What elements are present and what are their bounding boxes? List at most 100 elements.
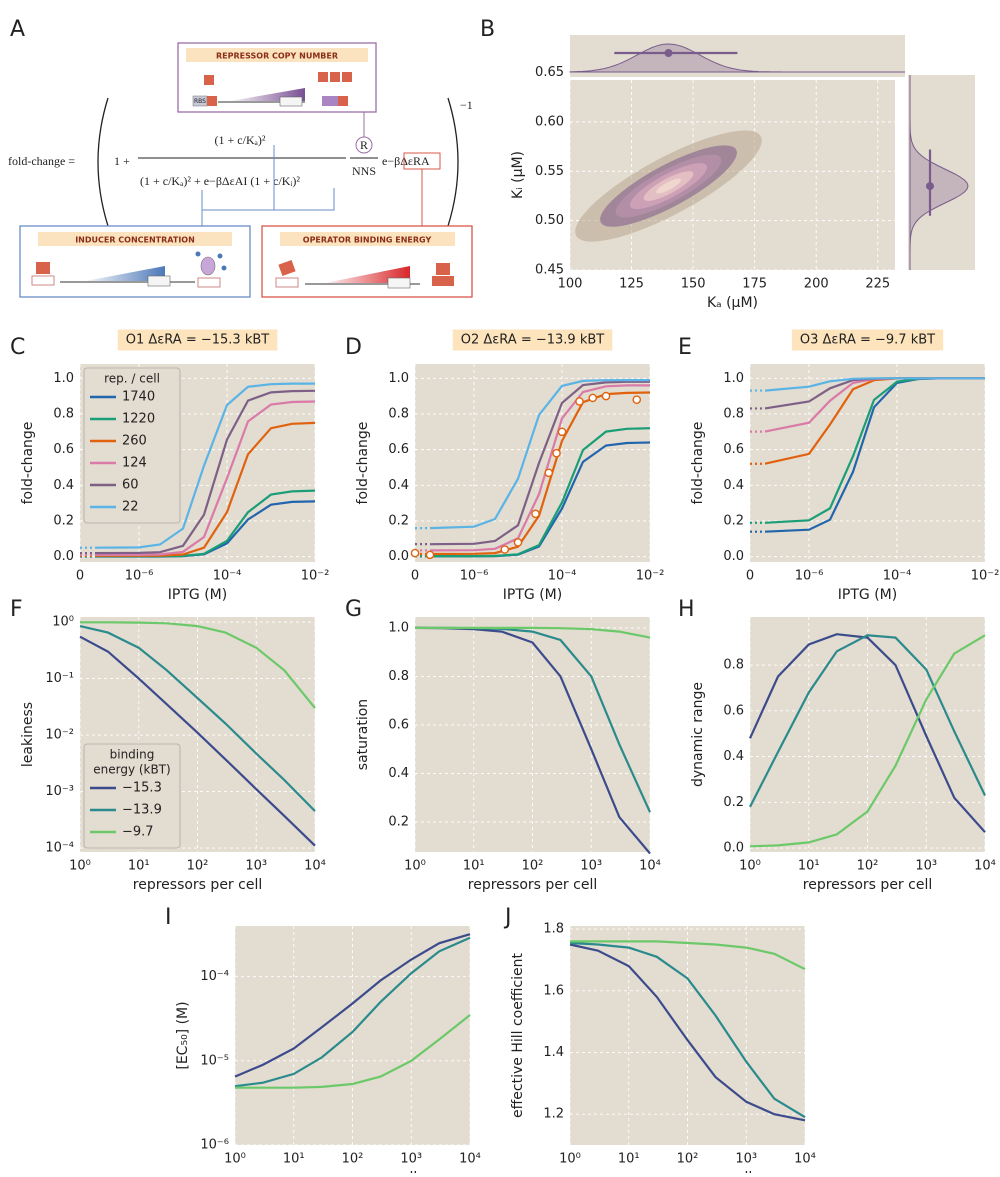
- y-tick-label: 10⁻¹: [45, 671, 74, 686]
- operator-icon: [197, 277, 221, 288]
- data-point: [544, 468, 554, 478]
- data-point: [513, 538, 523, 547]
- x-tick-label: 10³: [735, 1152, 757, 1167]
- legend-label: 22: [122, 500, 139, 515]
- data-point: [531, 509, 540, 519]
- series-line: [235, 1014, 471, 1089]
- y-tick-label: 0.6: [723, 442, 744, 457]
- y-tick-label: 10⁻⁴: [45, 841, 74, 856]
- y-tick-label: 0.0: [723, 549, 744, 564]
- marginal-density: [569, 43, 905, 73]
- data-point: [425, 550, 435, 560]
- y-tick-label: 0.8: [723, 658, 744, 673]
- x-tick-label: 10⁻⁶: [795, 569, 824, 584]
- panel-label: J: [503, 905, 512, 930]
- series-line: [234, 936, 471, 1088]
- y-axis-label: [EC₅₀] (M): [175, 1001, 191, 1069]
- repressor-icon: [36, 262, 50, 274]
- box-band: [38, 232, 232, 246]
- panel-label: E: [678, 335, 692, 360]
- x-tick-label: 10⁴: [794, 1152, 816, 1167]
- x-tick-label: 125: [619, 277, 644, 292]
- series-line: [429, 380, 650, 546]
- y-tick-label: 0.4: [723, 478, 744, 493]
- data-point: [500, 545, 510, 554]
- y-tick-label: 0.8: [723, 406, 744, 421]
- paren: [447, 97, 459, 227]
- x-tick-label: 10¹: [463, 859, 485, 874]
- data-point: [552, 448, 561, 458]
- x-tick-label: 0: [76, 569, 84, 584]
- x-tick-label: 10⁰: [69, 859, 91, 874]
- equation-exponent: −1: [460, 98, 473, 112]
- equation-lhs: fold-change =: [8, 154, 75, 168]
- chart-title: O3 ΔεRA = −9.7 kBT: [800, 333, 935, 348]
- legend-title: energy (kBT): [93, 763, 171, 777]
- legend-label: 260: [122, 434, 147, 449]
- x-tick-label: 100: [558, 277, 583, 292]
- y-tick-label: 0.4: [53, 478, 74, 493]
- y-axis-label: fold-change: [355, 422, 371, 505]
- title-box: [117, 329, 278, 351]
- x-tick-label: 0: [411, 569, 419, 584]
- repressor-icon: [278, 259, 296, 277]
- chart-title: O1 ΔεRA = −15.3 kBT: [126, 333, 270, 348]
- legend-label: 124: [122, 456, 147, 471]
- data-point: [588, 393, 598, 403]
- legend-title: rep. / cell: [104, 372, 160, 386]
- density-contour: [656, 178, 681, 194]
- series-line: [79, 635, 316, 847]
- x-tick-label: 10⁴: [304, 859, 326, 874]
- promoter-icon: [147, 275, 171, 287]
- y-tick-label: 0.55: [535, 164, 564, 179]
- panel-label: A: [10, 17, 25, 42]
- series-line: [749, 634, 986, 848]
- x-tick-label: 10³: [400, 1152, 422, 1167]
- plot-background: [415, 617, 650, 852]
- y-axis-label: effective Hill coefficient: [510, 953, 526, 1118]
- x-tick-label: 10³: [915, 859, 937, 874]
- series-line: [429, 384, 650, 552]
- y-tick-label: 0.6: [53, 442, 74, 457]
- y-tick-label: 0.6: [388, 442, 409, 457]
- x-tick-label: 10⁴: [459, 1152, 481, 1167]
- plot-background: [415, 364, 650, 562]
- x-tick-label: 0: [746, 569, 754, 584]
- x-axis-label: IPTG (M): [503, 587, 562, 603]
- y-tick-label: 0.8: [53, 406, 74, 421]
- x-tick-label: 10²: [677, 1152, 699, 1167]
- box-band: [280, 232, 455, 246]
- x-axis-label: IPTG (M): [168, 587, 227, 603]
- equation-one: 1 +: [114, 154, 130, 168]
- x-tick-label: 175: [742, 277, 767, 292]
- x-axis-label: repressors per cell: [468, 877, 597, 893]
- x-tick-label: 10²: [857, 859, 879, 874]
- panel-label: H: [678, 597, 695, 622]
- promoter-icon: [279, 96, 303, 107]
- legend-label: −9.7: [122, 825, 154, 840]
- chart-title: O2 ΔεRA = −13.9 kBT: [461, 333, 605, 348]
- data-point: [632, 395, 642, 404]
- x-tick-label: 10⁻⁴: [213, 569, 242, 584]
- x-tick-label: 10⁰: [559, 1152, 581, 1167]
- box-title: INDUCER CONCENTRATION: [75, 236, 195, 245]
- gene-icon: [322, 96, 338, 106]
- box-title: REPRESSOR COPY NUMBER: [216, 52, 338, 61]
- connector: [274, 188, 335, 211]
- equation-denominator: (1 + c/Kₐ)² + e−βΔεAI (1 + c/Kᵢ)²: [140, 174, 300, 188]
- y-tick-label: 10⁻²: [45, 728, 74, 743]
- gene-icon: [338, 96, 348, 106]
- rbs-label: RBS: [194, 98, 206, 105]
- series-line: [79, 625, 316, 812]
- inducer-icon: [195, 251, 201, 257]
- legend-label: −15.3: [122, 781, 162, 796]
- series-line: [415, 626, 651, 639]
- legend-label: −13.9: [122, 803, 162, 818]
- legend-label: 1220: [122, 412, 155, 427]
- y-tick-label: 0.45: [535, 263, 564, 278]
- x-tick-label: 10¹: [618, 1152, 640, 1167]
- x-tick-label: 10³: [580, 859, 602, 874]
- repressor-icon: [330, 72, 340, 82]
- panel-label: D: [345, 335, 362, 360]
- y-tick-label: 0.8: [388, 406, 409, 421]
